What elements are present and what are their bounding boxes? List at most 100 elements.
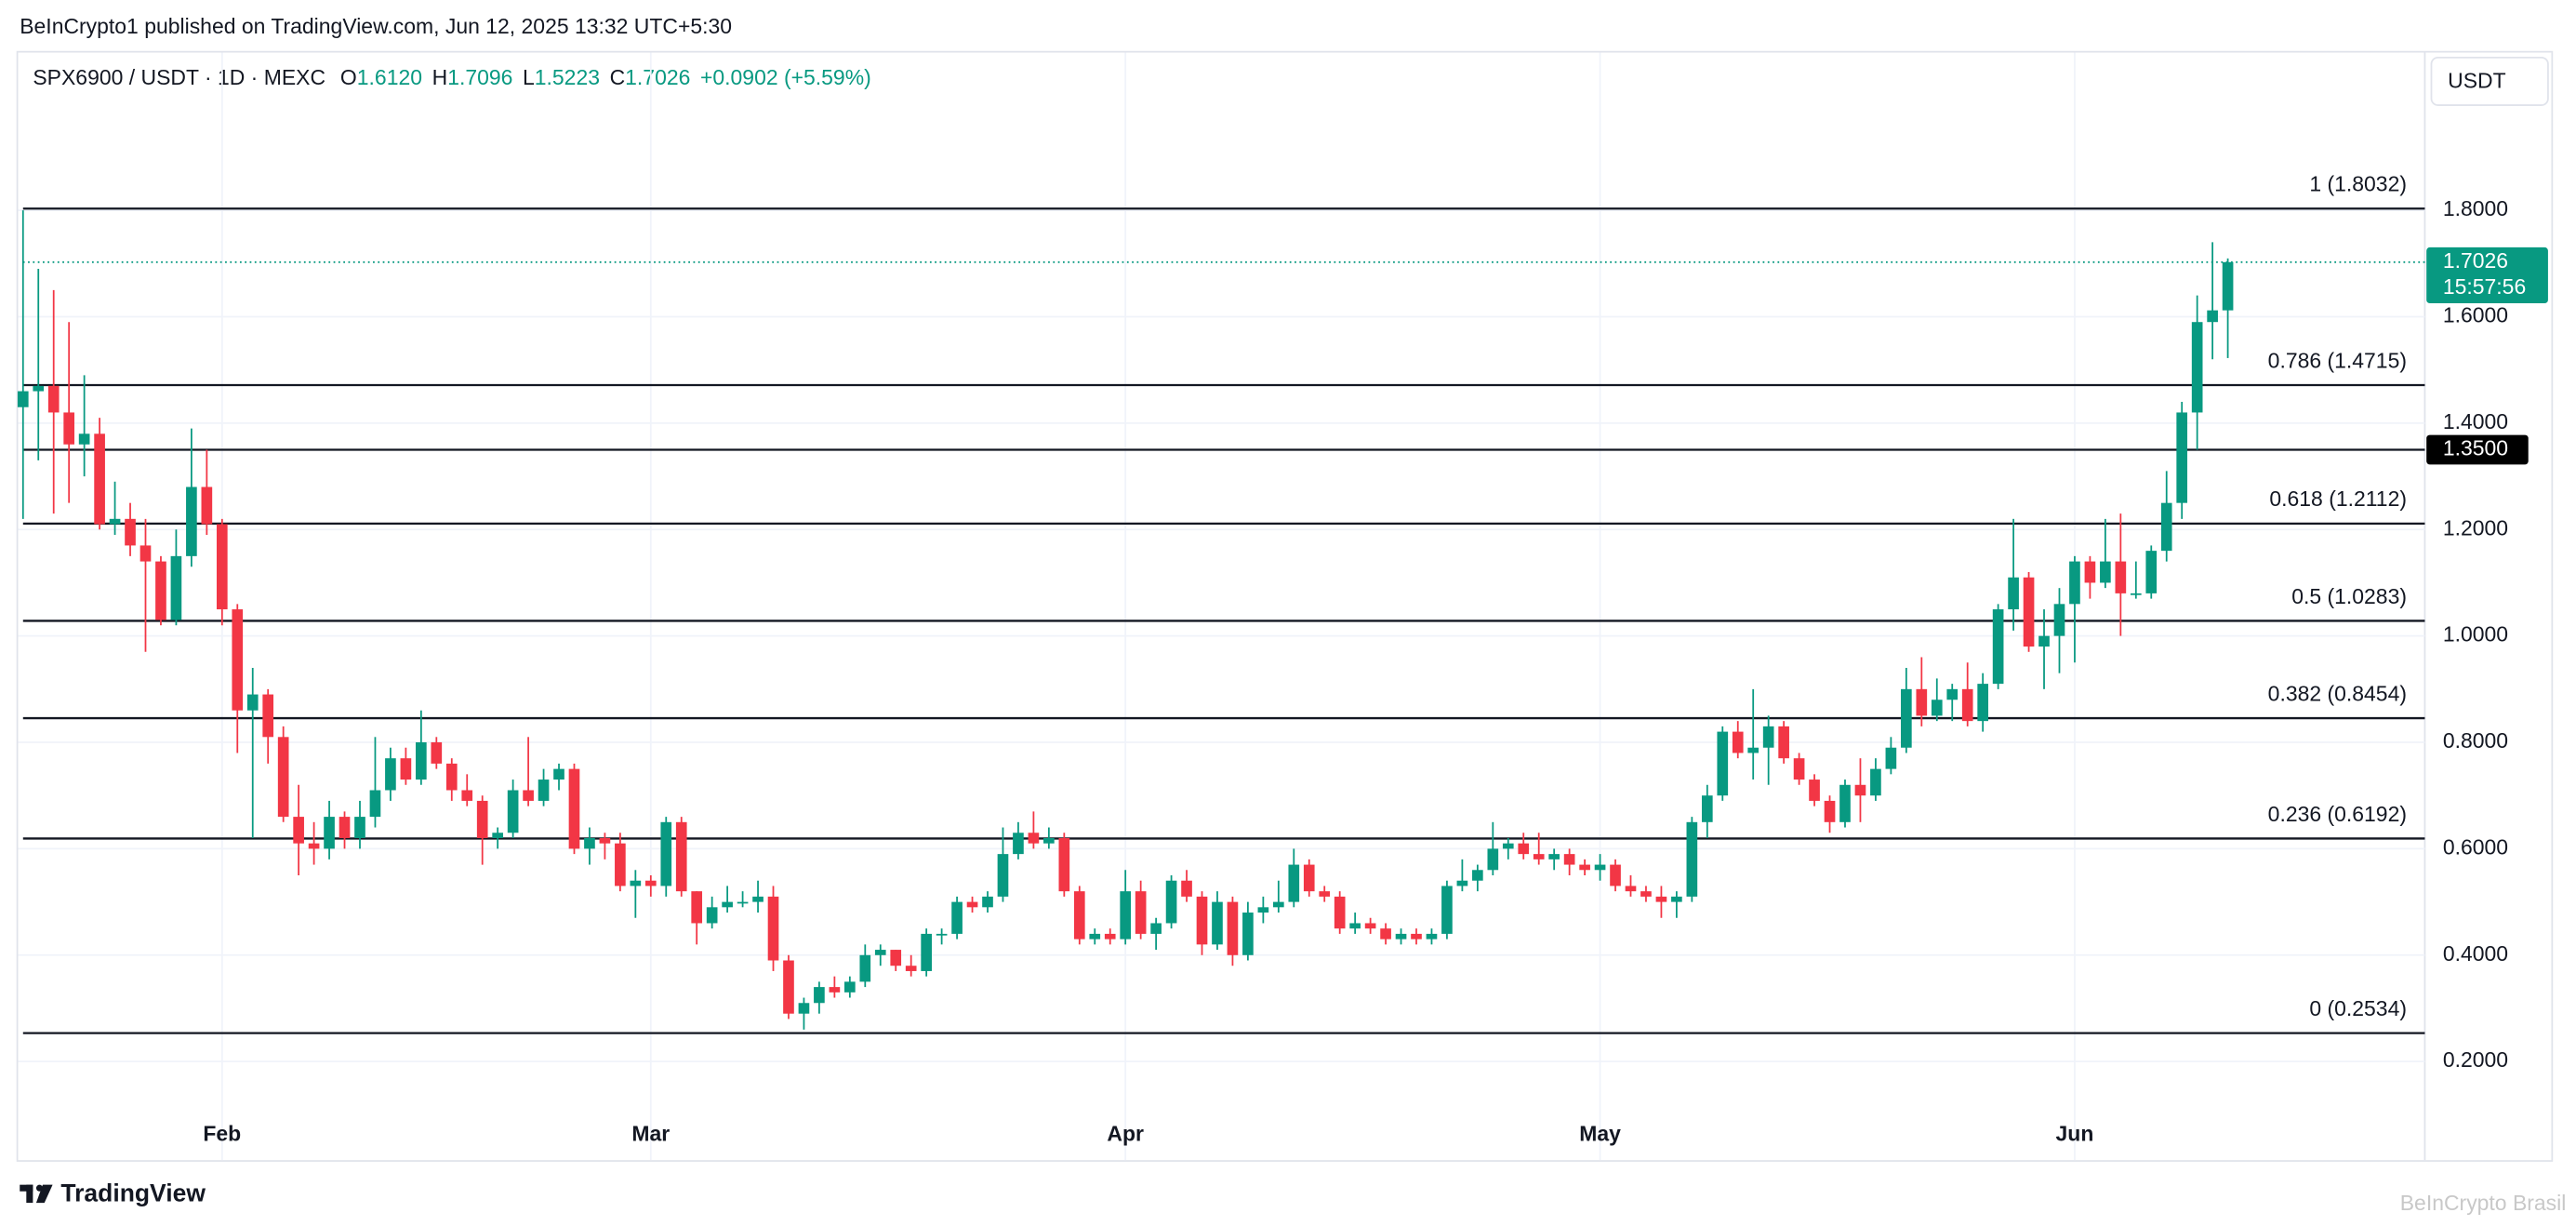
ohlc-key: H [432, 65, 448, 89]
candle-body [630, 880, 642, 886]
candle-body [400, 758, 412, 780]
candle-body [1288, 864, 1300, 902]
x-tick-label: Mar [631, 1122, 670, 1146]
candle-body [1961, 688, 1973, 722]
candle-body [1793, 758, 1805, 780]
candle-body [1135, 891, 1147, 934]
candle-body [170, 555, 182, 620]
candle-body [599, 837, 611, 844]
candle-body [1441, 886, 1453, 934]
candle-body [47, 385, 60, 413]
candle-body [584, 837, 595, 849]
candle-body [1456, 880, 1468, 886]
candle-body [293, 817, 304, 844]
candle-body [139, 545, 152, 562]
candle-body [1227, 901, 1239, 955]
candle-body [1809, 780, 1820, 801]
candle-body [2176, 412, 2188, 503]
candle-body [1334, 896, 1346, 929]
currency-box[interactable] [2430, 56, 2549, 106]
candle-body [1212, 901, 1223, 945]
horizontal-line-tag [2426, 434, 2529, 465]
fib-label: 0.5 (1.0283) [2291, 584, 2407, 608]
fib-label: 0.236 (0.6192) [2268, 802, 2407, 826]
candle-body [1563, 854, 1575, 865]
candle-body [339, 817, 351, 838]
y-tick-label: 0.4000 [2443, 941, 2508, 966]
candle-body [890, 950, 902, 966]
candle-body [1717, 731, 1729, 796]
horizontal-line-label: 1.3500 [2443, 436, 2508, 460]
candle-body [431, 742, 443, 764]
candle-body [1364, 923, 1376, 929]
candle-body [186, 486, 197, 556]
candle-body [1472, 870, 1483, 881]
candle-body [385, 758, 396, 791]
candle-body [615, 843, 626, 886]
candle-body [921, 933, 932, 971]
ohlc-key: C [610, 65, 626, 89]
candle-body [1242, 913, 1254, 955]
candle-body [1610, 864, 1621, 886]
x-tick-label: May [1579, 1122, 1621, 1146]
candle-body [201, 486, 213, 525]
candle-body [2069, 561, 2080, 605]
candle-body [461, 790, 473, 801]
candle-body [2053, 604, 2065, 636]
ohlc-key: O [340, 65, 357, 89]
currency-label: USDT [2448, 68, 2505, 92]
last-price-tag [2426, 247, 2548, 303]
candle-body [814, 987, 825, 1004]
x-tick-label: Apr [1107, 1122, 1144, 1146]
candle-body [1073, 891, 1085, 939]
candle-body [262, 694, 274, 738]
x-tick-label: Jun [2056, 1122, 2094, 1146]
candle-body [2115, 561, 2127, 593]
y-tick-label: 0.2000 [2443, 1047, 2508, 1072]
candle-body [2100, 561, 2111, 583]
candle-body [951, 901, 963, 934]
candle-body [369, 790, 381, 818]
footer-logo: TradingView [60, 1179, 206, 1206]
candle-body [445, 763, 458, 791]
candle-body [2222, 261, 2234, 311]
candle-body [277, 737, 289, 818]
candle-body [354, 817, 365, 838]
candle-body [2130, 593, 2142, 595]
candle-body [1196, 896, 1208, 945]
candle-body [109, 518, 121, 525]
candle-body [1854, 784, 1866, 796]
candle-body [1839, 784, 1851, 822]
candle-body [1931, 700, 1943, 716]
candle-body [767, 896, 779, 961]
candle-body [1977, 684, 1988, 722]
ohlc-value: 1.5223 [535, 65, 600, 89]
legend-text: SPX6900 / USDT · 1D · MEXC O1.6120 H1.7096… [33, 65, 870, 89]
candle-body [1655, 896, 1667, 902]
candle-body [1502, 843, 1514, 849]
candle-body [492, 833, 503, 838]
candle-body [982, 896, 993, 908]
candle-body [874, 950, 886, 955]
candle-body [232, 609, 244, 711]
candle-body [722, 901, 733, 908]
fib-label: 1 (1.8032) [2309, 172, 2407, 196]
candle-body [844, 981, 856, 993]
candle-body [2008, 577, 2019, 610]
change: +0.0902 (+5.59%) [700, 65, 871, 89]
candle-body [1579, 864, 1590, 871]
candle-body [1395, 933, 1407, 939]
y-tick-label: 1.8000 [2443, 196, 2508, 220]
candle-body [507, 790, 519, 833]
tradingview-logo [20, 1184, 53, 1204]
candle-body [644, 880, 657, 886]
candle-body [1013, 833, 1024, 855]
fib-label: 0.786 (1.4715) [2268, 348, 2407, 372]
candle-body [1625, 886, 1637, 892]
countdown-label: 15:57:56 [2443, 274, 2526, 299]
candle-body [1518, 843, 1530, 855]
candle-body [17, 391, 29, 407]
candle-body [553, 768, 564, 780]
y-tick-label: 1.0000 [2443, 622, 2508, 646]
